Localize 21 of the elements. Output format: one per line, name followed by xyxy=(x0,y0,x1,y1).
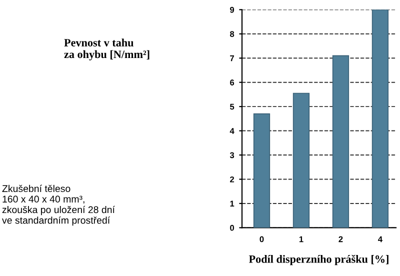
x-tick-label: 1 xyxy=(299,236,304,242)
y-tick-label: 2 xyxy=(230,176,234,182)
y-tick-label: 0 xyxy=(230,224,234,231)
y-tick-label: 5 xyxy=(230,104,234,110)
y-tick-label: 6 xyxy=(230,80,234,86)
x-tick-label: 2 xyxy=(338,236,343,242)
x-tick-label: 0 xyxy=(260,236,264,242)
y-tick-label: 3 xyxy=(230,152,234,158)
text: Pevnost v tahu za ohybu [N/mm²] xyxy=(64,38,150,60)
y-tick-label: 7 xyxy=(230,55,234,62)
bar xyxy=(292,92,310,228)
y-tick-label: 1 xyxy=(230,200,234,206)
y-tick-label: 4 xyxy=(230,128,234,134)
y-tick-label: 9 xyxy=(230,6,234,13)
x-axis-title: Podíl disperzního prášku [%] xyxy=(248,254,388,266)
bar xyxy=(253,113,270,228)
bar xyxy=(372,10,389,228)
text: Zkušební těleso 160 x 40 x 40 mm³, zkouška po uložení 28 dní ve standardním prostředí xyxy=(2,184,115,226)
bar xyxy=(332,55,350,228)
x-tick-label: 4 xyxy=(378,236,382,242)
y-tick-label: 8 xyxy=(230,31,234,37)
